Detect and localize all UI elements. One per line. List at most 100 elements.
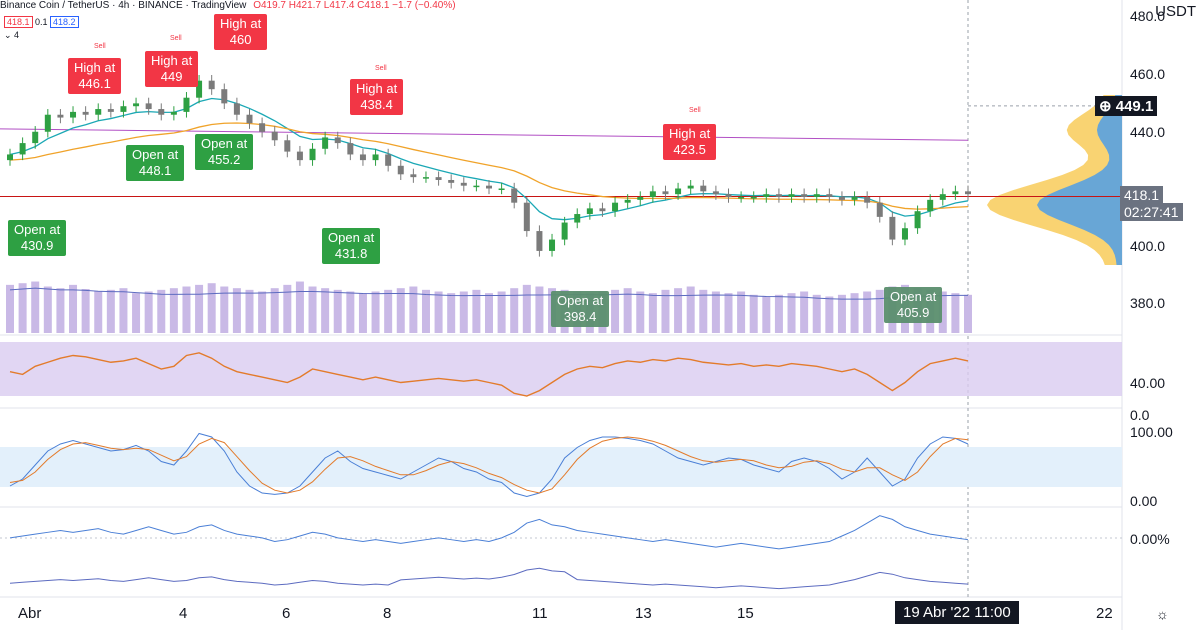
volume-bar [800, 291, 809, 333]
candle-body [838, 197, 845, 200]
candle-body [296, 151, 303, 161]
candle-body [221, 89, 228, 104]
indicators-toggle[interactable]: ⌄ 4 [4, 30, 20, 40]
volume-bar [762, 296, 771, 333]
date-label-13: 13 [635, 605, 652, 622]
volume-bar [459, 291, 468, 333]
ask-badge[interactable]: 418.2 [50, 16, 79, 28]
date-label-22: 22 [1096, 605, 1113, 622]
candle-body [788, 194, 795, 198]
candle-body [725, 194, 732, 198]
signal-open-398[interactable]: Open at 398.4 [551, 291, 610, 327]
candle-body [511, 188, 518, 203]
candle-body [82, 111, 89, 115]
sell-label-1: Sell [94, 43, 106, 50]
candle-body [750, 197, 757, 199]
volume-profile-value-area [1036, 95, 1122, 265]
signal-open-405[interactable]: Open at 405.9 [884, 287, 943, 323]
date-label-6: 6 [282, 605, 291, 622]
date-label-15: 15 [737, 605, 754, 622]
candle-body [561, 222, 568, 240]
ohlc-readout: O419.7 H421.7 L417.4 C418.1 −1.7 (−0.40%… [253, 0, 456, 11]
candle-body [397, 165, 404, 175]
volume-bar [863, 291, 872, 333]
sell-label-3: Sell [375, 65, 387, 72]
signal-open-431[interactable]: Open at 431.8 [322, 228, 381, 264]
candle-body [170, 111, 177, 115]
candle-body [914, 211, 921, 229]
volume-bar [232, 288, 241, 333]
volume-bar [384, 289, 393, 333]
candle-body [864, 197, 871, 203]
candle-body [486, 185, 492, 189]
date-label-4: 4 [179, 605, 188, 622]
date-label-8: 8 [383, 605, 392, 622]
candle-body [649, 191, 656, 198]
signal-open-430[interactable]: Open at 430.9 [8, 220, 67, 256]
rsi-axis-0: 0.0 [1130, 407, 1150, 423]
candle-body [473, 185, 480, 188]
volume-bar [308, 286, 317, 333]
volume-bar [938, 291, 947, 333]
volume-bar [497, 291, 506, 333]
volume-bar [812, 294, 821, 333]
volume-bar [195, 284, 204, 333]
stoch-axis-0: 0.00 [1130, 493, 1158, 509]
stoch-axis-100: 100.00 [1130, 424, 1173, 440]
candle-body [284, 140, 291, 152]
volume-bar [434, 291, 443, 333]
signal-open-455[interactable]: Open at 455.2 [195, 134, 254, 170]
candle-body [372, 154, 379, 161]
candle-body [675, 188, 682, 195]
crosshair-price-tag[interactable]: ⊕ 449.1 [1095, 96, 1158, 116]
candle-body [359, 154, 366, 161]
candle-body [44, 114, 51, 132]
volume-bar [132, 293, 141, 333]
volume-bar [144, 291, 153, 333]
candle-body [322, 137, 329, 149]
osc-line-2 [9, 567, 969, 590]
settings-gear-icon[interactable]: ☼ [1156, 606, 1169, 622]
signal-open-448[interactable]: Open at 448.1 [126, 145, 185, 181]
candle-body [183, 97, 190, 112]
candle-body [32, 131, 39, 144]
candle-body [233, 103, 240, 115]
candle-body [57, 114, 64, 118]
volume-ma-line [9, 287, 968, 300]
price-axis-460: 460.0 [1130, 66, 1166, 82]
signal-high-460[interactable]: High at 460 [214, 14, 268, 50]
rsi-axis-40: 40.00 [1130, 375, 1166, 391]
price-axis-top: 480.0 [1130, 8, 1166, 24]
volume-bar [157, 289, 166, 333]
vwap-line [0, 128, 969, 141]
volume-bar [825, 296, 834, 333]
volume-bar [258, 291, 267, 333]
signal-high-423[interactable]: High at 423.5 [663, 124, 717, 160]
candle-body [574, 214, 581, 223]
currency-label[interactable]: USDT [1151, 2, 1200, 21]
candle-body [662, 191, 669, 195]
candle-body [586, 208, 593, 215]
rsi-line [9, 352, 969, 397]
volume-bar [333, 289, 342, 333]
symbol-title[interactable]: Binance Coin / TetherUS · 4h · BINANCE ·… [0, 0, 247, 11]
volume-bar [951, 293, 960, 333]
sell-label-4: Sell [689, 107, 701, 114]
candle-body [309, 148, 316, 161]
candle-body [637, 197, 644, 200]
candle-body [133, 103, 140, 107]
volume-bar [6, 284, 14, 333]
chart-header: Binance Coin / TetherUS · 4h · BINANCE ·… [0, 0, 460, 16]
rsi-band [0, 342, 1122, 396]
bid-badge[interactable]: 418.1 [4, 16, 33, 28]
signal-high-449[interactable]: High at 449 [145, 51, 199, 87]
countdown-tag: 02:27:41 [1120, 203, 1183, 221]
candle-body [738, 197, 745, 199]
volume-bar [106, 289, 115, 333]
signal-high-446[interactable]: High at 446.1 [68, 58, 122, 94]
sell-label-2: Sell [170, 35, 182, 42]
signal-high-438[interactable]: High at 438.4 [350, 79, 404, 115]
volume-bar [94, 291, 103, 333]
candle-body [120, 106, 127, 112]
